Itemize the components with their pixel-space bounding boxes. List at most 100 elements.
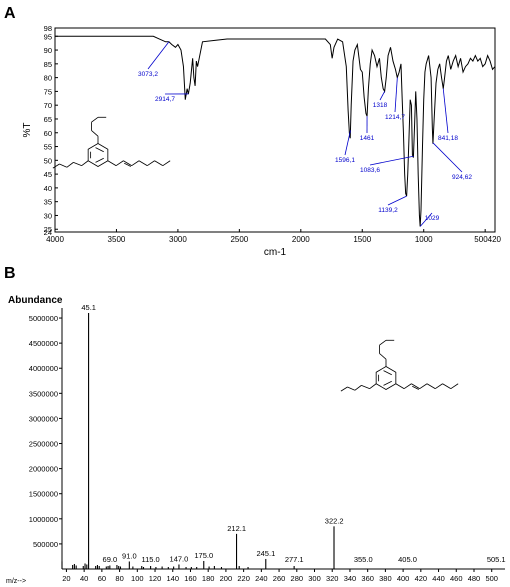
ms-x-tick-label: 140 xyxy=(166,574,179,583)
bond xyxy=(59,163,68,168)
ms-peak-label: 405.0 xyxy=(398,555,417,564)
ms-peak-label: 147.0 xyxy=(170,554,189,563)
bond xyxy=(403,383,412,390)
ms-peak-label: 115.0 xyxy=(141,555,159,564)
bond xyxy=(426,383,436,390)
ms-x-tick-label: 320 xyxy=(326,574,339,583)
ms-y-tick-label: 1000000 xyxy=(29,515,58,524)
ir-annotation-leader xyxy=(442,88,449,134)
ir-annotation-label: 1596,1 xyxy=(335,157,355,164)
bond xyxy=(395,383,405,390)
benzene-ring xyxy=(375,366,397,390)
ir-y-tick-label: 98 xyxy=(44,24,52,33)
ir-annotation-leader xyxy=(344,130,351,156)
ir-annotation-label: 3073,2 xyxy=(138,71,158,78)
ms-y-tick-label: 1500000 xyxy=(29,490,58,499)
bond xyxy=(361,384,370,390)
ms-x-tick-label: 180 xyxy=(202,574,215,583)
ms-peak-label: 322.2 xyxy=(325,516,344,525)
ms-y-tick-label: 5000000 xyxy=(29,314,58,323)
ir-annotation-leader xyxy=(419,212,433,227)
panel-a-label: A xyxy=(4,5,16,22)
ir-annotation-leader xyxy=(369,155,414,166)
bond xyxy=(442,383,451,390)
ir-x-tick-label: 2000 xyxy=(292,235,310,244)
ir-plot-frame xyxy=(54,27,496,233)
ir-y-tick-label: 90 xyxy=(44,46,52,55)
ms-y-tick-label: 2000000 xyxy=(29,465,58,474)
bond xyxy=(340,386,348,392)
ir-y-tick-label: 24 xyxy=(44,228,52,237)
ms-y-tick-label: 500000 xyxy=(33,540,58,549)
ms-x-tick-label: 120 xyxy=(149,574,162,583)
ms-x-tick-label: 380 xyxy=(379,574,392,583)
bond xyxy=(354,385,362,391)
ring-double-bond xyxy=(95,157,104,163)
ms-x-tick-label: 340 xyxy=(344,574,357,583)
ms-x-tick-label: 220 xyxy=(237,574,250,583)
ir-y-tick-label: 55 xyxy=(44,143,52,152)
ms-x-tick-label: 420 xyxy=(415,574,428,583)
ms-y-tick-label: 3500000 xyxy=(29,389,58,398)
ir-y-axis-label: %T xyxy=(22,123,33,138)
ir-annotation-leader xyxy=(394,77,398,113)
alkene-double-bond xyxy=(124,162,131,167)
bond xyxy=(450,383,459,390)
bond xyxy=(419,383,428,390)
ir-annotation-label: 1029 xyxy=(425,215,440,222)
ms-x-tick-label: 440 xyxy=(432,574,445,583)
bond xyxy=(52,163,60,169)
ms-x-axis: 20 40 60 80 100 120 140 160 180 200 220 240 260 280 30… xyxy=(62,569,498,583)
ms-x-tick-label: 500 xyxy=(485,574,498,583)
ms-peak-label: 212.1 xyxy=(227,524,246,533)
ir-y-tick-label: 50 xyxy=(44,156,52,165)
bond xyxy=(379,353,387,360)
bond xyxy=(123,160,132,167)
ms-x-tick-label: 280 xyxy=(291,574,304,583)
ir-x-tick-label: 3000 xyxy=(169,235,187,244)
ms-x-axis-label: m/z--> xyxy=(6,578,26,585)
ms-x-tick-label: 100 xyxy=(131,574,144,583)
ring-double-bond xyxy=(95,147,104,153)
ir-annotation-label: 1083,6 xyxy=(360,167,380,174)
ring-double-bond xyxy=(383,380,392,386)
ir-x-tick-label: 3500 xyxy=(108,235,126,244)
ir-x-tick-label: 2500 xyxy=(230,235,248,244)
ir-x-tick-label: 500420 xyxy=(474,235,501,244)
bond xyxy=(66,162,74,168)
benzene-ring xyxy=(87,143,109,167)
ms-x-tick-label: 60 xyxy=(98,574,106,583)
ir-x-tick-label: 1500 xyxy=(353,235,371,244)
ms-x-tick-label: 200 xyxy=(220,574,233,583)
ms-peak-label: 91.0 xyxy=(122,551,137,560)
ir-y-tick-label: 40 xyxy=(44,184,52,193)
ms-x-tick-label: 460 xyxy=(450,574,463,583)
ms-peak-label: 277.1 xyxy=(285,555,304,564)
ms-peak-label: 69.0 xyxy=(103,555,118,564)
bond xyxy=(91,116,99,123)
ir-annotation-label: 1214,7 xyxy=(385,114,405,121)
ms-y-axis-label: Abundance xyxy=(8,295,63,306)
bond xyxy=(91,130,99,137)
ir-y-tick-label: 75 xyxy=(44,87,52,96)
bond xyxy=(107,160,117,167)
ir-annotation-label: 1318 xyxy=(373,102,388,109)
ms-y-axis: 500000 1000000 1500000 2000000 2500000 300000… xyxy=(29,314,62,549)
ms-y-tick-label: 4500000 xyxy=(29,339,58,348)
bond xyxy=(162,160,171,167)
ir-y-tick-label: 95 xyxy=(44,32,52,41)
bond xyxy=(369,383,377,389)
ir-annotation-label: 841,18 xyxy=(438,135,458,142)
ms-x-tick-label: 400 xyxy=(397,574,410,583)
ms-peak-label: 175.0 xyxy=(194,551,213,560)
ms-y-tick-label: 3000000 xyxy=(29,414,58,423)
ir-annotation-leader xyxy=(387,195,407,206)
ir-annotation-leader xyxy=(379,91,385,101)
bond xyxy=(379,339,387,346)
panel-b-label: B xyxy=(4,265,16,282)
ir-annotation-label: 1461 xyxy=(360,135,375,142)
ir-y-tick-label: 65 xyxy=(44,115,52,124)
ir-y-tick-label: 30 xyxy=(44,211,52,220)
ms-x-tick-label: 40 xyxy=(80,574,88,583)
ms-x-tick-label: 20 xyxy=(62,574,70,583)
